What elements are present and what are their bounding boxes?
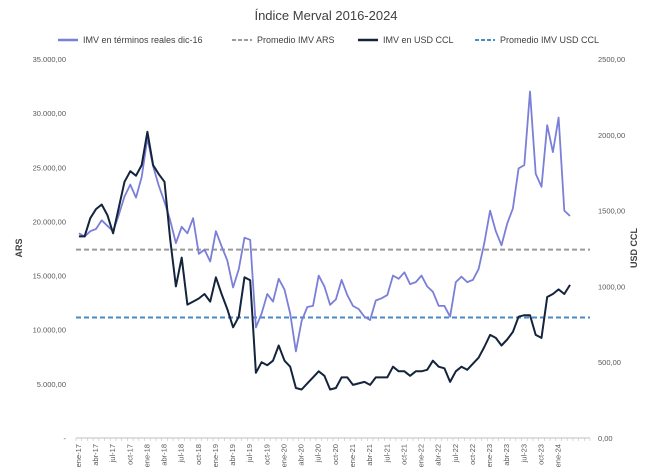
y-left-tick-label: 5.000,00 [37,380,66,389]
y-left-tick-label: 25.000,00 [33,163,66,172]
x-axis: ene-17 abr-17 jul-17 oct-17 ene-18 abr-18 jul-… [74,437,591,467]
y-left-tick-label: - [64,434,67,443]
x-tick-label: jul-17 [108,444,117,463]
x-tick-label: oct-18 [194,444,203,465]
x-tick-label: ene-17 [74,444,83,467]
x-tick-label: jul-23 [519,444,528,463]
y-axis-right-title: USD CCL [629,227,639,268]
y-axis-right-ticks: 0,00 500,00 1000,00 1500,00 2000,00 2500,00 [598,55,625,443]
y-right-tick-label: 1000,00 [598,282,625,291]
x-tick-label: jul-22 [451,444,460,463]
x-tick-label: ene-24 [554,444,563,467]
x-tick-label: abr-21 [365,444,374,466]
legend-label-imv-real: IMV en términos reales dic-16 [83,35,203,45]
x-tick-label: oct-22 [468,444,477,465]
y-right-tick-label: 2500,00 [598,55,625,64]
y-left-tick-label: 35.000,00 [33,55,66,64]
x-tick-label: ene-20 [279,444,288,467]
x-tick-label: abr-17 [91,444,100,466]
x-tick-label: abr-18 [160,444,169,466]
x-tick-label: oct-19 [262,444,271,465]
x-tick-label: ene-18 [142,444,151,467]
x-tick-label: jul-18 [177,444,186,463]
x-tick-label: ene-21 [348,444,357,467]
x-tick-label: jul-19 [245,444,254,463]
x-tick-label: oct-21 [399,444,408,465]
legend-label-imv-usd: IMV en USD CCL [383,35,454,45]
x-tick-label: jul-21 [382,444,391,463]
x-tick-label: abr-22 [434,444,443,466]
x-tick-label: jul-20 [314,444,323,463]
y-right-tick-label: 2000,00 [598,131,625,140]
x-tick-label: oct-23 [536,444,545,465]
legend-label-promedio-usd: Promedio IMV USD CCL [500,35,599,45]
x-tick-label: abr-19 [228,444,237,466]
x-tick-label: ene-22 [417,444,426,467]
y-left-tick-label: 20.000,00 [33,217,66,226]
x-tick-label: oct-17 [125,444,134,465]
average-lines [76,248,590,319]
y-axis-left-ticks: - 5.000,00 10.000,00 15.000,00 20.000,00 25.0… [33,55,67,443]
legend-item-promedio-ars: Promedio IMV ARS [232,35,335,45]
x-tick-label: abr-20 [297,444,306,466]
legend-item-promedio-usd: Promedio IMV USD CCL [475,35,599,45]
series-line-imv-real [78,90,571,353]
y-axis-left-title: ARS [14,238,24,257]
legend-item-imv-real: IMV en términos reales dic-16 [58,35,203,45]
legend-label-promedio-ars: Promedio IMV ARS [257,35,335,45]
legend: IMV en términos reales dic-16 Promedio I… [58,35,599,45]
x-tick-label: oct-20 [331,444,340,465]
y-left-tick-label: 30.000,00 [33,109,66,118]
legend-item-imv-usd: IMV en USD CCL [358,35,454,45]
series-line-imv-usd [78,130,571,391]
y-right-tick-label: 0,00 [598,434,613,443]
y-right-tick-label: 1500,00 [598,207,625,216]
x-tick-label: abr-23 [502,444,511,466]
x-tick-label: ene-23 [485,444,494,467]
series-lines [78,90,571,391]
chart-title: Índice Merval 2016-2024 [254,8,397,23]
y-left-tick-label: 10.000,00 [33,326,66,335]
x-tick-label: ene-19 [211,444,220,467]
y-left-tick-label: 15.000,00 [33,272,66,281]
y-right-tick-label: 500,00 [598,358,621,367]
